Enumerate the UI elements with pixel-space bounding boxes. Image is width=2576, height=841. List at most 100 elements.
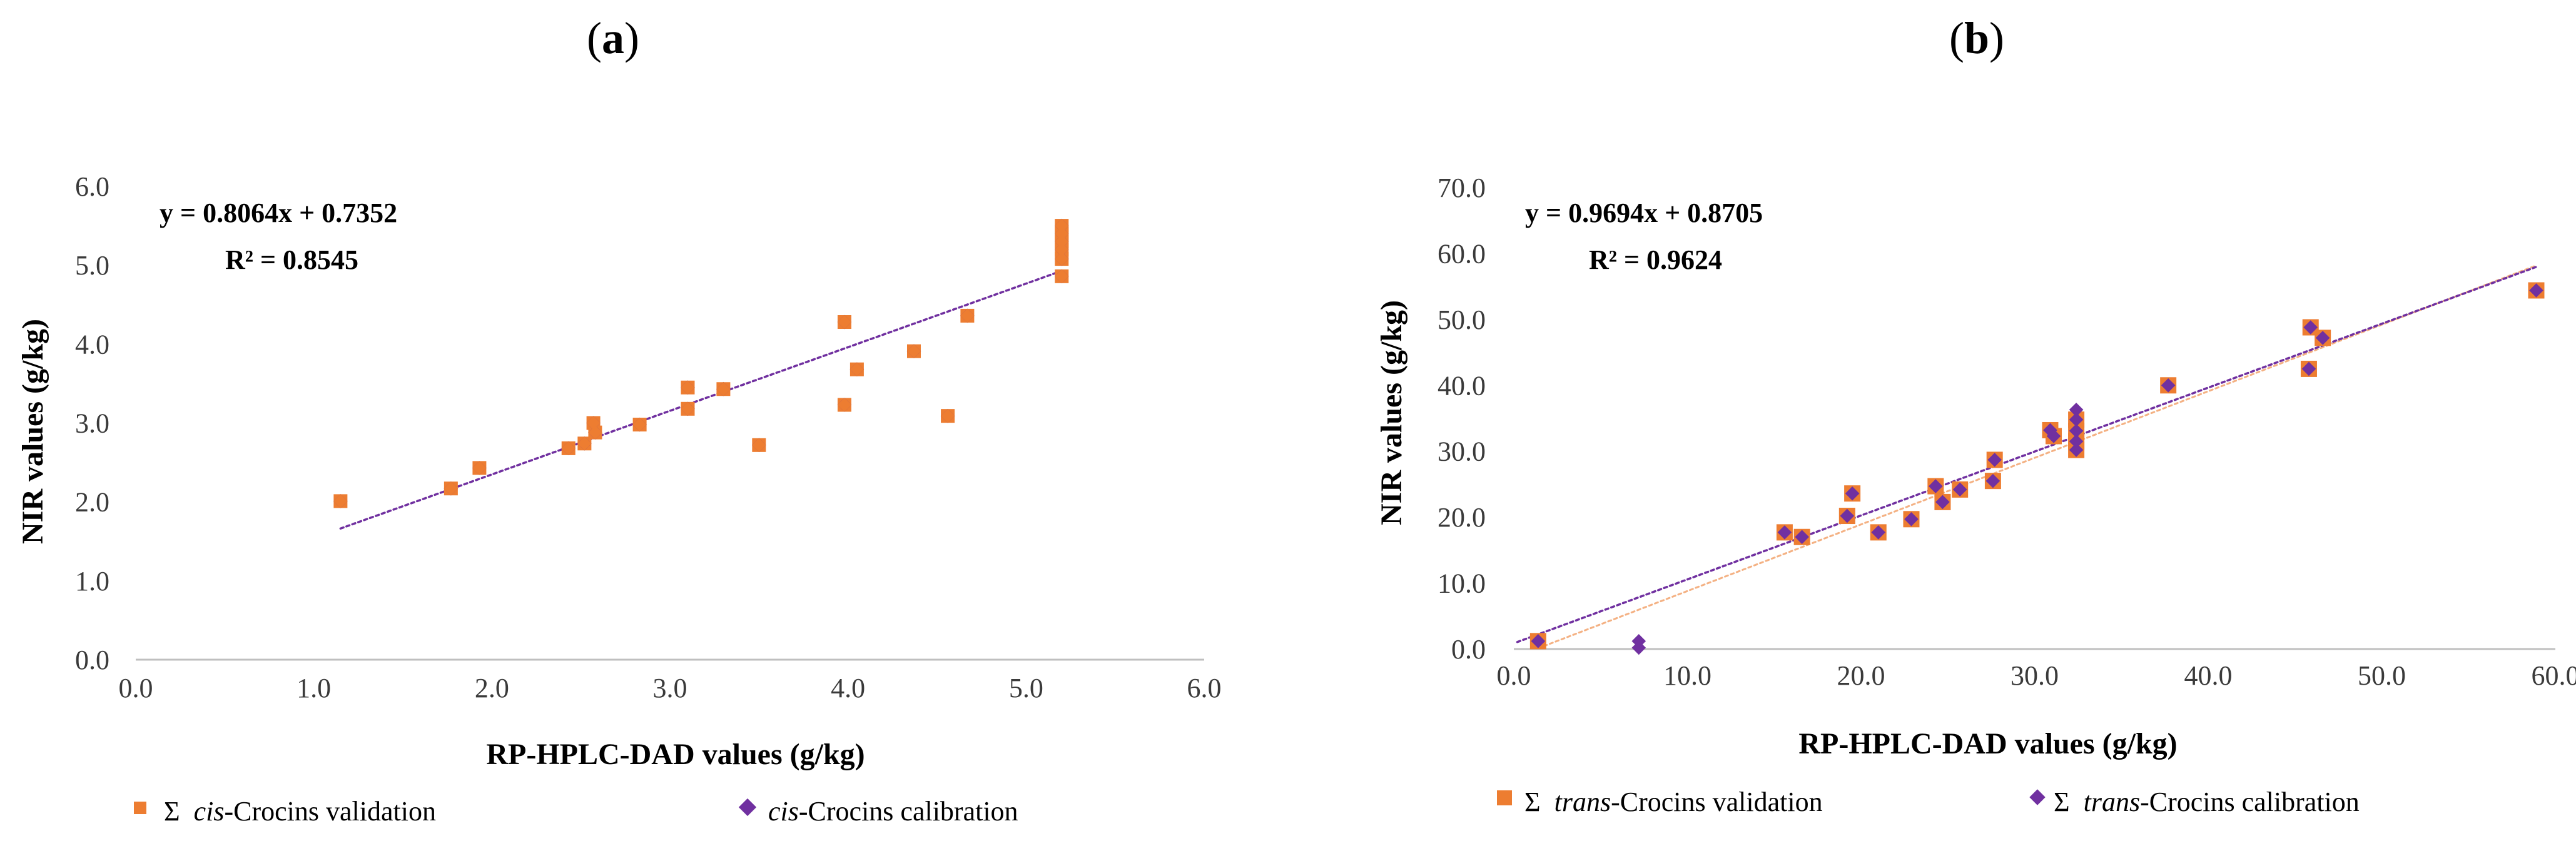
panel-b: (b) 0.0 10.0 20.0 30.0 40.0 50.0 60.0 0.0 10.0 20…: [1375, 13, 2576, 817]
calibration-point: [1952, 482, 1967, 497]
validation-point-core: [1054, 251, 1069, 266]
x-tick-label: 30.0: [2011, 660, 2059, 691]
calibration-point: [2069, 443, 2084, 457]
validation-point-core: [837, 398, 852, 412]
x-tick-label: 5.0: [1009, 673, 1043, 703]
panel-b-plot: 0.0 10.0 20.0 30.0 40.0 50.0 60.0 0.0 10.0 20.0 30…: [1438, 173, 2576, 691]
panel-a-x-axis-title: RP-HPLC-DAD values (g/kg): [486, 738, 865, 771]
x-tick-label: 20.0: [1837, 660, 1885, 691]
calibration-point: [2161, 378, 2176, 393]
x-tick-label: 4.0: [831, 673, 865, 703]
x-tick-label: 10.0: [1663, 660, 1711, 691]
y-tick-label: 10.0: [1438, 568, 1486, 599]
validation-point-core: [849, 362, 865, 377]
panel-a-r-squared: R² = 0.8545: [225, 244, 358, 275]
validation-point-core: [444, 481, 459, 496]
validation-point-core: [681, 401, 695, 416]
x-tick-label: 0.0: [119, 673, 153, 703]
y-tick-label: 4.0: [75, 329, 109, 360]
panel-a-legend: Σ cis-Crocins validation cis-Crocins cal…: [134, 796, 1018, 827]
validation-point-core: [940, 408, 955, 423]
legend-validation-label: Σ trans-Crocins validation: [1524, 787, 1823, 817]
validation-point-core: [1054, 269, 1069, 284]
x-tick-label: 60.0: [2532, 660, 2576, 691]
panel-b-y-axis-title: NIR values (g/kg): [1375, 300, 1408, 525]
validation-point-core: [586, 416, 601, 430]
validation-point-core: [681, 380, 695, 395]
y-tick-label: 30.0: [1438, 436, 1486, 467]
calibration-point: [1904, 511, 1919, 526]
calibration-point: [1871, 525, 1886, 540]
calibration-point: [2315, 331, 2330, 345]
y-tick-label: 0.0: [1451, 634, 1486, 665]
validation-point-core: [561, 441, 576, 456]
legend-validation-label: Σ cis-Crocins validation: [164, 796, 436, 827]
y-tick-label: 1.0: [75, 566, 109, 597]
calibration-point: [2069, 402, 2084, 417]
x-tick-label: 40.0: [2184, 660, 2233, 691]
calibration-point: [1631, 640, 1646, 655]
panel-b-x-axis-title: RP-HPLC-DAD values (g/kg): [1798, 727, 2177, 760]
calibration-point: [2046, 429, 2061, 443]
y-tick-label: 50.0: [1438, 305, 1486, 335]
validation-point-core: [837, 315, 852, 330]
validation-point-core: [333, 494, 348, 508]
legend-validation-marker: [134, 802, 146, 814]
x-tick-label: 2.0: [475, 673, 509, 703]
calibration-point: [1840, 508, 1855, 523]
panel-a-plot: 0.0 1.0 2.0 3.0 4.0 5.0 6.0 0.0 1.0 2.0 3.0 4.0 5.0 6…: [75, 171, 1222, 703]
calibration-point: [1795, 530, 1809, 545]
panel-a-label: (a): [587, 13, 639, 63]
calibration-point: [2529, 283, 2543, 298]
calibration-point: [1531, 634, 1546, 648]
calibration-point: [2301, 361, 2316, 376]
validation-point-core: [1054, 218, 1069, 233]
x-tick-label: 6.0: [1187, 673, 1222, 703]
calibration-point: [1929, 479, 1943, 493]
calibration-point: [1985, 473, 2000, 488]
legend-calibration-marker: [738, 798, 757, 817]
legend-calibration-label: Σ trans-Crocins calibration: [2054, 787, 2360, 817]
y-tick-label: 6.0: [75, 171, 109, 202]
panel-a: (a) 0.0 1.0 2.0 3.0 4.0 5.0 6.0 0.0 1.0 2.0 3.0 4.0…: [16, 13, 1222, 827]
calibration-point: [2069, 412, 2084, 427]
y-tick-label: 20.0: [1438, 502, 1486, 533]
validation-point-core: [588, 425, 602, 440]
y-tick-label: 3.0: [75, 408, 109, 439]
validation-point-core: [577, 436, 592, 451]
trendline-calibration: [1516, 266, 2538, 643]
y-tick-label: 2.0: [75, 487, 109, 518]
validation-point-core: [752, 438, 766, 453]
x-tick-label: 50.0: [2358, 660, 2406, 691]
validation-point-core: [472, 461, 487, 475]
validation-point-core: [960, 308, 975, 323]
validation-point-core: [906, 344, 921, 359]
y-tick-label: 60.0: [1438, 238, 1486, 269]
panel-b-r-squared: R² = 0.9624: [1589, 244, 1722, 275]
validation-point-core: [1054, 234, 1069, 249]
validation-point-core: [1054, 226, 1069, 241]
panel-b-equation: y = 0.9694x + 0.8705: [1525, 198, 1763, 228]
calibration-point: [2069, 434, 2084, 449]
validation-point-core: [1054, 242, 1069, 257]
calibration-point: [1845, 486, 1860, 501]
y-tick-label: 70.0: [1438, 173, 1486, 203]
panel-b-label: (b): [1949, 13, 2004, 63]
legend-calibration-label: cis-Crocins calibration: [768, 796, 1018, 827]
panel-b-legend: Σ trans-Crocins validation Σ trans-Croci…: [1497, 787, 2360, 817]
y-tick-label: 40.0: [1438, 370, 1486, 401]
panel-a-equation: y = 0.8064x + 0.7352: [160, 198, 397, 228]
calibration-point: [1987, 453, 2002, 467]
legend-calibration-marker: [2029, 789, 2046, 805]
calibration-point: [1777, 525, 1792, 540]
x-tick-label: 3.0: [653, 673, 687, 703]
validation-point-core: [632, 417, 647, 432]
trendline-calibration: [339, 269, 1063, 530]
y-tick-label: 5.0: [75, 250, 109, 281]
calibration-point: [2069, 423, 2084, 438]
panel-a-y-axis-title: NIR values (g/kg): [16, 319, 49, 544]
legend-validation-marker: [1497, 790, 1512, 805]
y-tick-label: 0.0: [75, 645, 109, 675]
